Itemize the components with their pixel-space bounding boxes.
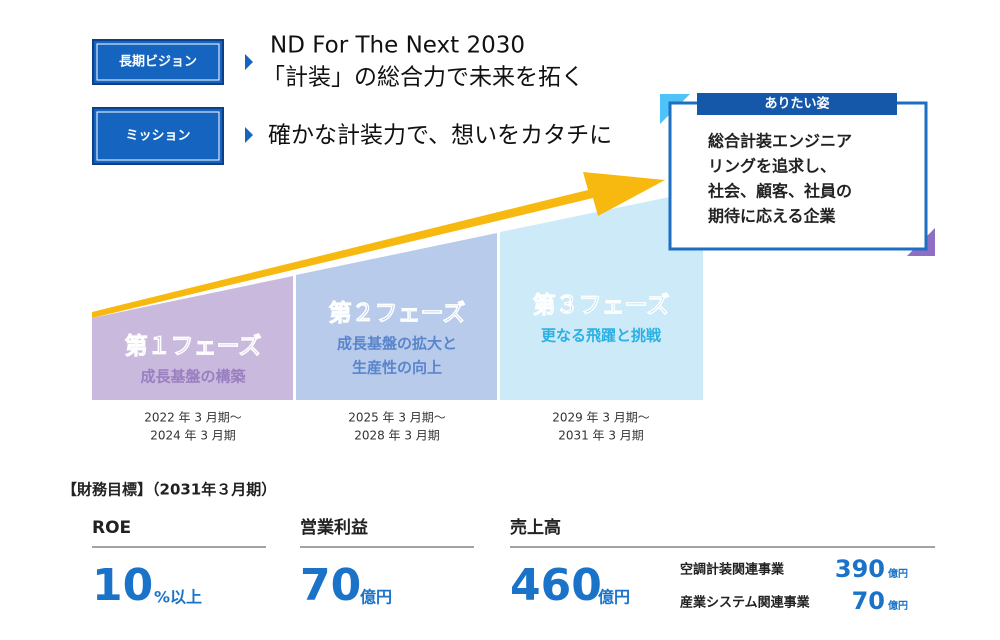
item-unit: 億円 [598, 588, 630, 607]
ideal-label: ありたい姿 [764, 96, 829, 112]
ideal-box [668, 101, 928, 251]
label-box [92, 107, 224, 165]
vision-label: 長期ビジョン [119, 54, 197, 70]
ideal-line: 期待に応える企業 [708, 207, 837, 226]
phase-area [92, 276, 293, 400]
breakdown-unit: 億円 [888, 599, 908, 612]
phase-title: 第２フェーズ [329, 300, 466, 327]
phase-subtitle: 成長基盤の構築 [140, 368, 246, 386]
mission-text: 確かな計装力で、想いをカタチに [268, 123, 612, 149]
phase-area [296, 233, 497, 400]
item-label: 売上高 [510, 517, 561, 538]
growth-arrow [92, 172, 665, 318]
item-unit: %以上 [154, 588, 202, 607]
ideal-line: 社会、顧客、社員の [707, 182, 852, 201]
label-box-inner [96, 111, 220, 161]
item-label: 営業利益 [300, 517, 368, 538]
mission-label: ミッション [125, 129, 190, 144]
phase-title: 第３フェーズ [533, 292, 670, 319]
phase-period: 2028 年 3 月期 [354, 429, 440, 443]
phase-period: 2025 年 3 月期～ [348, 411, 446, 425]
breakdown-label: 空調計装関連事業 [680, 562, 785, 578]
phase-title: 第１フェーズ [125, 333, 262, 360]
breakdown-unit: 億円 [888, 567, 908, 580]
item-label: ROE [92, 518, 131, 538]
ideal-line: リングを追求し、 [708, 157, 836, 176]
pointer [245, 54, 253, 70]
item-value: 10 [92, 560, 153, 611]
phase-period: 2024 年 3 月期 [150, 429, 236, 443]
vision-line: 「計装」の総合力で未来を拓く [262, 65, 584, 91]
breakdown-value: 390 [835, 555, 885, 583]
phase-subtitle: 成長基盤の拡大と [337, 335, 457, 353]
label-box-inner [96, 43, 220, 81]
phase-area [500, 190, 703, 400]
phase-subtitle: 生産性の向上 [352, 359, 442, 377]
ideal-header [697, 93, 897, 115]
phase-period: 2029 年 3 月期～ [552, 411, 650, 425]
financial-heading: 【財務目標】（2031年３月期） [62, 481, 276, 499]
vision-line: ND For The Next 2030 [270, 33, 525, 59]
item-value: 460 [510, 560, 602, 611]
phase-period: 2031 年 3 月期 [558, 429, 644, 443]
breakdown-label: 産業システム関連事業 [680, 595, 811, 611]
phase-subtitle: 更なる飛躍と挑戦 [541, 327, 662, 345]
item-unit: 億円 [360, 588, 392, 607]
item-value: 70 [300, 560, 361, 611]
label-box [92, 39, 224, 85]
phase-period: 2022 年 3 月期～ [144, 411, 242, 425]
pointer [245, 127, 253, 143]
breakdown-value: 70 [852, 587, 885, 615]
ideal-line: 総合計装エンジニア [708, 132, 852, 151]
